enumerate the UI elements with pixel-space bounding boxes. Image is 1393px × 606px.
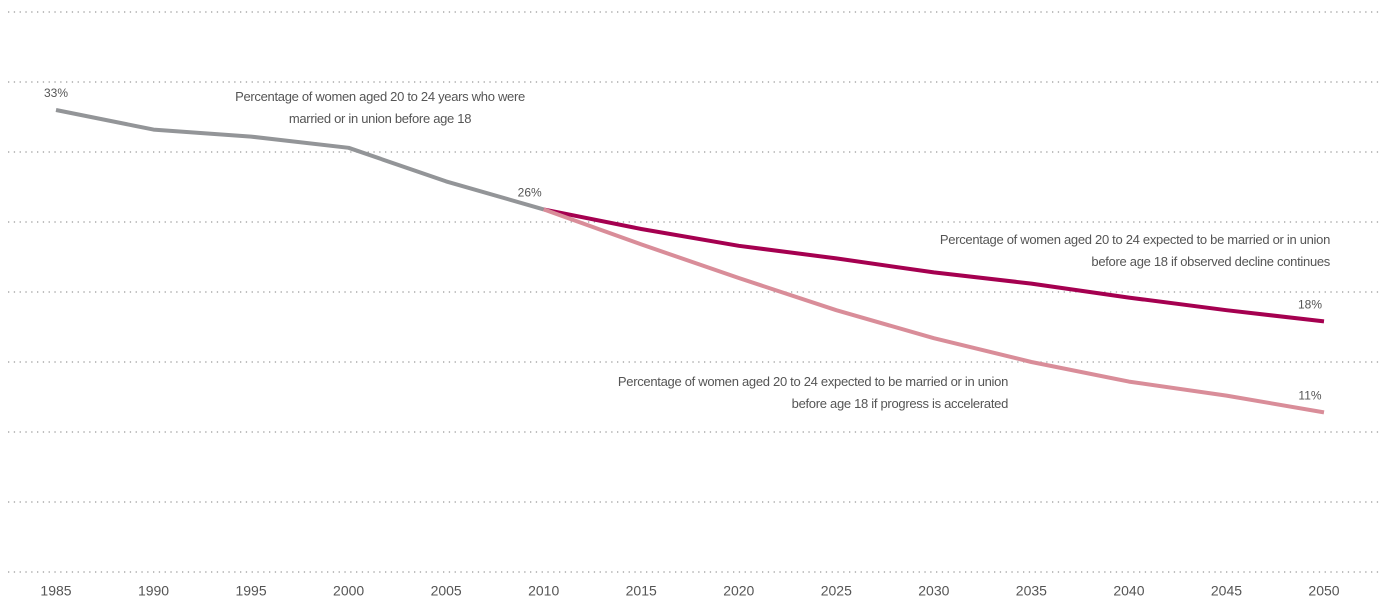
x-tick-label: 1990 — [138, 583, 169, 599]
value-label: 18% — [1298, 298, 1322, 312]
x-tick-label: 2010 — [528, 583, 559, 599]
x-tick-label: 2020 — [723, 583, 754, 599]
x-tick-label: 2050 — [1308, 583, 1339, 599]
series-annotation: Percentage of women aged 20 to 24 expect… — [939, 232, 1330, 269]
x-tick-label: 2045 — [1211, 583, 1242, 599]
x-tick-label: 2040 — [1113, 583, 1144, 599]
value-label: 11% — [1298, 389, 1321, 403]
x-tick-label: 2025 — [821, 583, 852, 599]
series-line — [55, 108, 545, 212]
value-label: 33% — [44, 86, 68, 100]
x-tick-label: 2035 — [1016, 583, 1047, 599]
series-line — [543, 207, 1325, 324]
x-tick-label: 1985 — [40, 583, 71, 599]
x-tick-label: 1995 — [235, 583, 266, 599]
x-tick-label: 2005 — [431, 583, 462, 599]
x-tick-label: 2000 — [333, 583, 364, 599]
series-line — [543, 207, 1325, 415]
series-annotation: Percentage of women aged 20 to 24 years … — [235, 89, 525, 126]
value-label: 26% — [518, 186, 542, 200]
x-tick-label: 2030 — [918, 583, 949, 599]
x-tick-label: 2015 — [626, 583, 657, 599]
series-annotation: Percentage of women aged 20 to 24 expect… — [617, 374, 1008, 411]
